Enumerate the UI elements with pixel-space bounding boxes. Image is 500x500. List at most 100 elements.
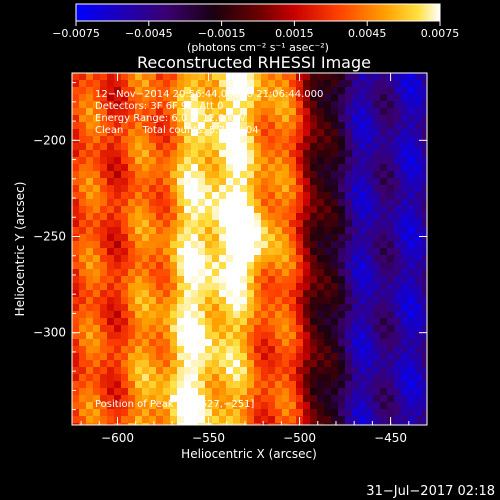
heatmap-cell [226, 108, 233, 115]
heatmap-cell [254, 220, 261, 227]
heatmap-cell [142, 248, 149, 255]
heatmap-cell [86, 423, 93, 425]
heatmap-cell [163, 115, 170, 122]
heatmap-cell [198, 402, 205, 409]
heatmap-cell [415, 234, 422, 241]
heatmap-cell [380, 290, 387, 297]
heatmap-cell [415, 367, 422, 374]
heatmap-cell [142, 213, 149, 220]
heatmap-cell [100, 122, 107, 129]
heatmap-cell [72, 318, 79, 325]
heatmap-cell [170, 164, 177, 171]
heatmap-cell [163, 311, 170, 318]
heatmap-cell [359, 136, 366, 143]
heatmap-cell [394, 108, 401, 115]
heatmap-cell [289, 353, 296, 360]
heatmap-cell [170, 178, 177, 185]
heatmap-cell [121, 311, 128, 318]
heatmap-cell [401, 276, 408, 283]
heatmap-cell [121, 248, 128, 255]
heatmap-cell [289, 304, 296, 311]
heatmap-cell [184, 423, 191, 425]
heatmap-cell [289, 185, 296, 192]
heatmap-cell [261, 367, 268, 374]
heatmap-cell [233, 241, 240, 248]
heatmap-cell [296, 220, 303, 227]
heatmap-cell [275, 164, 282, 171]
heatmap-cell [226, 213, 233, 220]
heatmap-cell [93, 332, 100, 339]
heatmap-cell [331, 248, 338, 255]
heatmap-cell [240, 381, 247, 388]
heatmap-cell [72, 395, 79, 402]
heatmap-cell [114, 339, 121, 346]
heatmap-cell [394, 276, 401, 283]
heatmap-cell [303, 185, 310, 192]
heatmap-cell [128, 164, 135, 171]
heatmap-cell [163, 213, 170, 220]
heatmap-cell [359, 304, 366, 311]
heatmap-cell [317, 395, 324, 402]
heatmap-cell [191, 318, 198, 325]
heatmap-cell [415, 248, 422, 255]
heatmap-cell [324, 129, 331, 136]
heatmap-cell [345, 367, 352, 374]
heatmap-cell [359, 395, 366, 402]
heatmap-cell [373, 234, 380, 241]
heatmap-cell [408, 311, 415, 318]
heatmap-cell [163, 283, 170, 290]
heatmap-cell [233, 409, 240, 416]
heatmap-cell [121, 367, 128, 374]
heatmap-cell [240, 185, 247, 192]
heatmap-cell [324, 332, 331, 339]
heatmap-cell [233, 416, 240, 423]
heatmap-cell [296, 409, 303, 416]
heatmap-cell [86, 164, 93, 171]
heatmap-cell [373, 213, 380, 220]
heatmap-cell [177, 381, 184, 388]
heatmap-cell [331, 101, 338, 108]
heatmap-cell [394, 318, 401, 325]
heatmap-cell [177, 416, 184, 423]
heatmap-cell [282, 374, 289, 381]
heatmap-cell [100, 164, 107, 171]
heatmap-cell [93, 297, 100, 304]
heatmap-cell [163, 227, 170, 234]
heatmap-cell [296, 346, 303, 353]
heatmap-cell [352, 248, 359, 255]
heatmap-cell [191, 171, 198, 178]
heatmap-cell [275, 178, 282, 185]
heatmap-cell [191, 80, 198, 87]
heatmap-cell [198, 234, 205, 241]
heatmap-cell [107, 381, 114, 388]
heatmap-cell [254, 80, 261, 87]
heatmap-cell [163, 94, 170, 101]
heatmap-cell [373, 122, 380, 129]
heatmap-cell [205, 346, 212, 353]
heatmap-cell [100, 150, 107, 157]
heatmap-cell [79, 241, 86, 248]
heatmap-cell [184, 332, 191, 339]
heatmap-cell [408, 325, 415, 332]
heatmap-cell [226, 269, 233, 276]
heatmap-cell [114, 213, 121, 220]
heatmap-cell [205, 311, 212, 318]
heatmap-cell [177, 192, 184, 199]
heatmap-cell [177, 346, 184, 353]
heatmap-cell [359, 206, 366, 213]
heatmap-cell [142, 94, 149, 101]
heatmap-cell [331, 346, 338, 353]
heatmap-cell [289, 283, 296, 290]
heatmap-cell [359, 143, 366, 150]
heatmap-cell [387, 94, 394, 101]
heatmap-cell [296, 332, 303, 339]
heatmap-cell [79, 171, 86, 178]
heatmap-cell [380, 297, 387, 304]
heatmap-cell [408, 101, 415, 108]
heatmap-cell [100, 129, 107, 136]
heatmap-cell [233, 150, 240, 157]
heatmap-cell [282, 220, 289, 227]
heatmap-cell [268, 150, 275, 157]
heatmap-cell [240, 332, 247, 339]
heatmap-cell [191, 129, 198, 136]
